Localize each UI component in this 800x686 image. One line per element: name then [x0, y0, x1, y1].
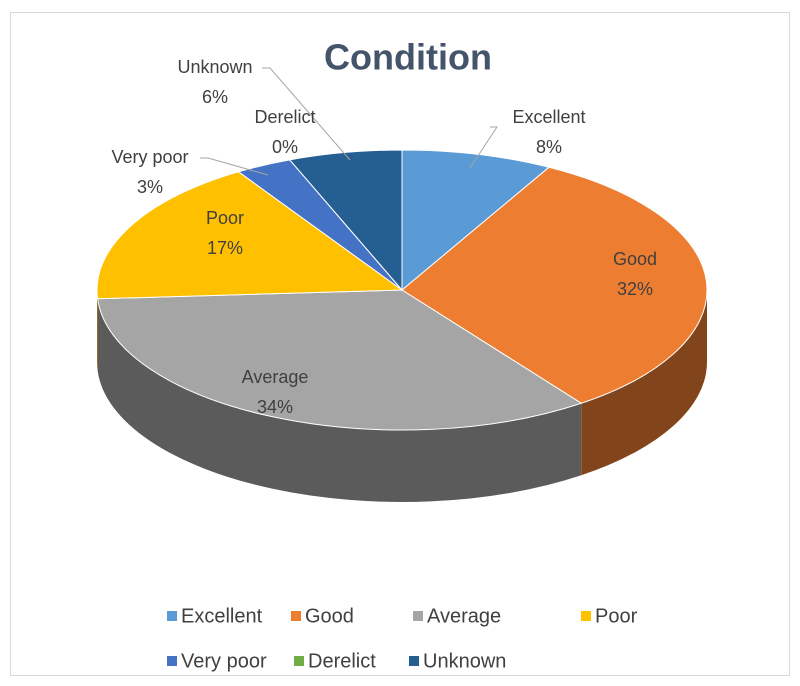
- pie-slice: [401, 149, 551, 292]
- legend-swatch: [409, 656, 419, 666]
- data-label-name: Very poor: [111, 147, 188, 167]
- pie-slice: [401, 166, 708, 404]
- data-label-value: 32%: [617, 279, 653, 299]
- pie-slice-side: [97, 298, 582, 503]
- data-label-name: Poor: [206, 208, 244, 228]
- legend-swatch: [413, 611, 423, 621]
- data-label-value: 17%: [207, 238, 243, 258]
- legend-label: Very poor: [181, 650, 267, 672]
- pie-sides: [97, 290, 707, 503]
- data-label-value: 8%: [536, 137, 562, 157]
- pie-tops: [96, 149, 708, 431]
- legend-swatch: [167, 656, 177, 666]
- leader-lines: [200, 67, 498, 176]
- legend-swatch: [294, 656, 304, 666]
- data-label-name: Derelict: [254, 107, 315, 127]
- data-label-value: 3%: [137, 177, 163, 197]
- data-label-name: Unknown: [177, 57, 252, 77]
- pie-slice-side: [97, 290, 98, 371]
- data-label-value: 6%: [202, 87, 228, 107]
- legend: Excellent Good Average Poor Very poor Derelic…: [167, 605, 638, 672]
- legend-swatch: [291, 611, 301, 621]
- legend-label: Derelict: [308, 650, 376, 672]
- leader-line: [200, 157, 269, 176]
- legend-label: Poor: [595, 605, 638, 627]
- legend-swatch: [167, 611, 177, 621]
- pie-slice: [97, 289, 583, 431]
- pie-slice-side: [581, 290, 707, 476]
- leader-line: [469, 126, 498, 169]
- legend-label: Good: [305, 605, 354, 627]
- pie-slice: [288, 149, 403, 292]
- data-label-name: Average: [242, 367, 309, 387]
- data-label-name: Good: [613, 249, 657, 269]
- data-label-value: 0%: [272, 137, 298, 157]
- chart-title: Condition: [324, 37, 492, 78]
- data-label-name: Excellent: [512, 107, 585, 127]
- legend-label: Unknown: [423, 650, 506, 672]
- data-label-value: 34%: [257, 397, 293, 417]
- legend-label: Average: [427, 605, 501, 627]
- legend-label: Excellent: [181, 605, 263, 627]
- leader-line: [262, 67, 351, 161]
- legend-swatch: [581, 611, 591, 621]
- data-labels: Excellent 8% Good 32% Average 34% Poor 17% Very …: [111, 57, 657, 417]
- pie-slice: [96, 171, 404, 300]
